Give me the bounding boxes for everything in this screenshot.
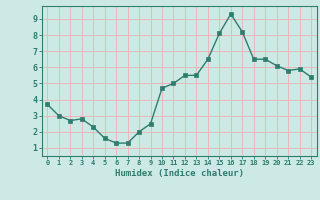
X-axis label: Humidex (Indice chaleur): Humidex (Indice chaleur) [115, 169, 244, 178]
